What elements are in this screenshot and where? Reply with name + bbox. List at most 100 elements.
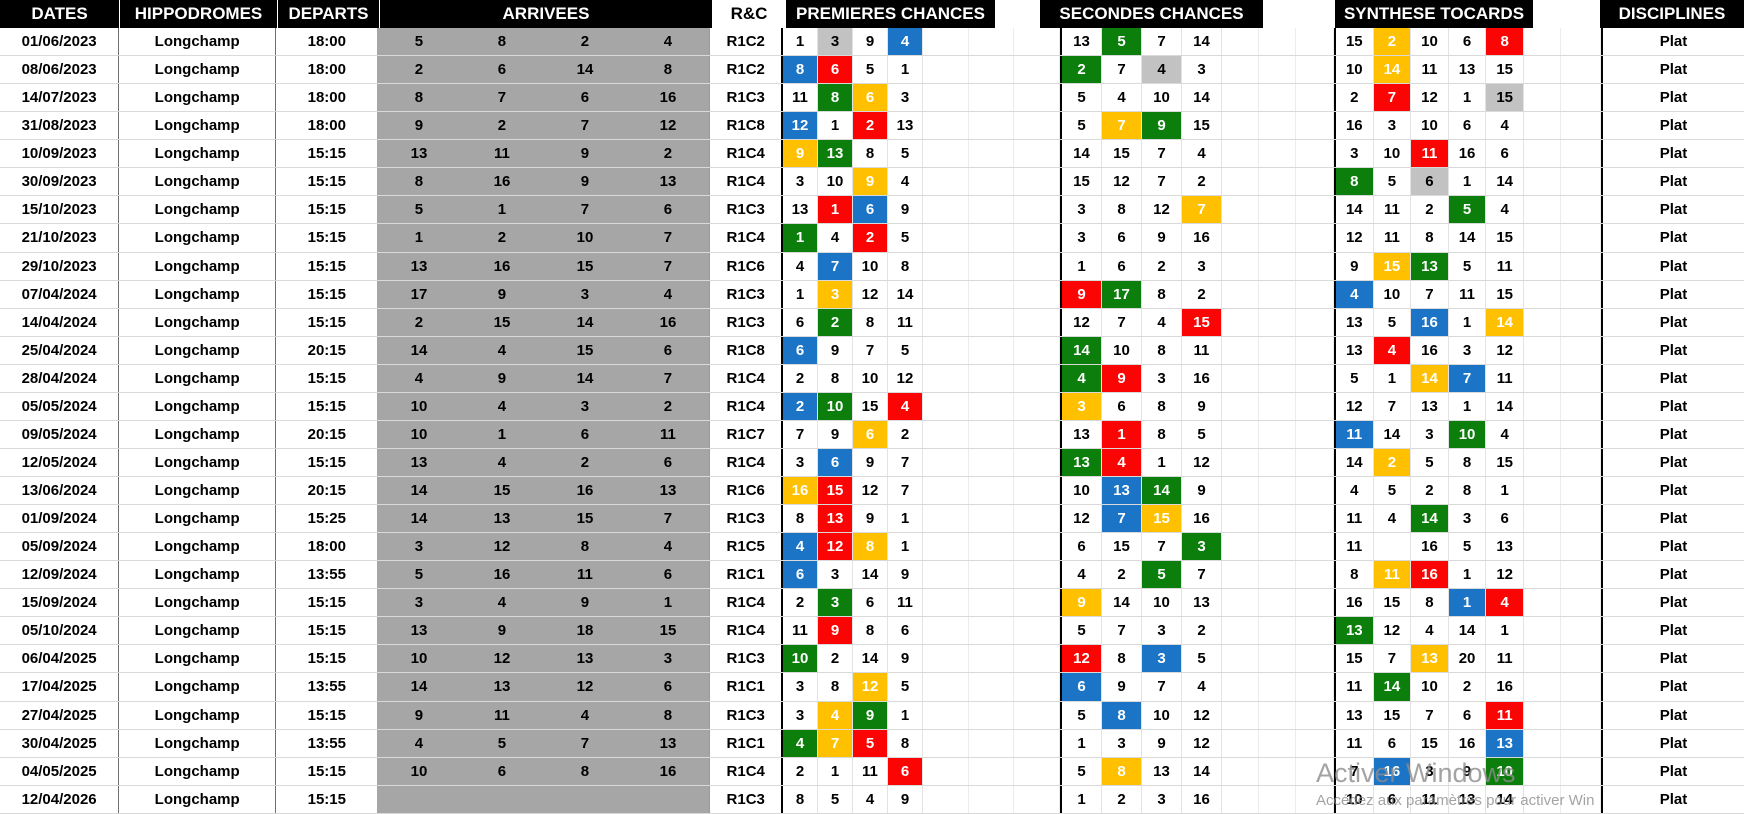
cell-synthese-tocard[interactable]: 13 (1449, 56, 1487, 84)
cell-seconde-chance[interactable]: 7 (1102, 617, 1142, 645)
cell-seconde-chance[interactable]: 9 (1142, 729, 1182, 757)
cell-seconde-chance[interactable]: 8 (1142, 420, 1182, 448)
cell-arrivee[interactable]: 9 (460, 364, 544, 392)
cell-synthese-tocard[interactable]: 4 (1486, 589, 1524, 617)
cell-date[interactable]: 12/04/2026 (0, 785, 120, 813)
cell-premiere-chance[interactable]: 8 (818, 364, 853, 392)
cell-arrivee[interactable]: 1 (460, 420, 544, 448)
cell-arrivee[interactable]: 14 (543, 308, 627, 336)
cell-seconde-chance[interactable]: 8 (1102, 645, 1142, 673)
cell-date[interactable]: 31/08/2023 (0, 112, 120, 140)
cell-synthese-tocard[interactable]: 15 (1373, 252, 1412, 280)
cell-premiere-chance[interactable]: 7 (817, 729, 853, 757)
cell-synthese-tocard[interactable]: 13 (1336, 308, 1374, 336)
cell-rc[interactable]: R1C4 (709, 617, 783, 645)
cell-depart[interactable]: 20:15 (307, 482, 346, 500)
cell-synthese-tocard[interactable]: 9 (1336, 252, 1374, 280)
cell-synthese-tocard[interactable]: 11 (1486, 364, 1524, 392)
cell-seconde-chance[interactable]: 2 (1182, 168, 1222, 196)
cell-seconde-chance[interactable]: 15 (1141, 505, 1182, 533)
cell-arrivee[interactable]: 13 (377, 140, 461, 168)
cell-arrivee[interactable]: 2 (460, 112, 544, 140)
cell-seconde-chance[interactable]: 12 (1102, 168, 1142, 196)
cell-synthese-tocard[interactable]: 14 (1336, 448, 1374, 476)
cell-arrivee[interactable]: 6 (543, 420, 627, 448)
cell-seconde-chance[interactable]: 10 (1142, 701, 1182, 729)
cell-rc[interactable]: R1C4 (709, 140, 783, 168)
cell-premiere-chance[interactable]: 3 (817, 280, 853, 308)
cell-arrivee[interactable]: 10 (543, 224, 627, 252)
cell-depart[interactable]: 20:15 (307, 425, 346, 443)
cell-premiere-chance[interactable]: 4 (853, 785, 888, 813)
cell-seconde-chance[interactable]: 6 (1102, 252, 1142, 280)
cell-hippodrome[interactable]: Longchamp (119, 589, 277, 617)
cell-premiere-chance[interactable]: 1 (783, 280, 818, 308)
cell-premiere-chance[interactable]: 8 (888, 252, 923, 280)
cell-synthese-tocard[interactable]: 14 (1373, 56, 1412, 84)
cell-premiere-chance[interactable]: 4 (887, 28, 923, 56)
cell-arrivee[interactable]: 4 (626, 533, 710, 561)
cell-discipline[interactable]: Plat (1600, 617, 1744, 645)
cell-synthese-tocard[interactable]: 16 (1449, 140, 1487, 168)
cell-premiere-chance[interactable]: 13 (817, 505, 853, 533)
cell-depart[interactable]: 15:15 (307, 145, 346, 163)
cell-seconde-chance[interactable]: 7 (1142, 533, 1182, 561)
cell-premiere-chance[interactable]: 12 (853, 280, 888, 308)
cell-arrivee[interactable]: 15 (460, 477, 544, 505)
cell-seconde-chance[interactable]: 15 (1102, 140, 1142, 168)
cell-depart[interactable]: 13:55 (307, 678, 346, 696)
cell-synthese-tocard[interactable]: 6 (1449, 112, 1487, 140)
cell-premiere-chance[interactable]: 6 (852, 84, 888, 112)
cell-premiere-chance[interactable]: 14 (853, 645, 888, 673)
cell-synthese-tocard[interactable]: 11 (1373, 561, 1412, 589)
cell-discipline[interactable]: Plat (1600, 168, 1744, 196)
cell-arrivee[interactable]: 6 (626, 673, 710, 701)
cell-synthese-tocard[interactable]: 13 (1411, 392, 1449, 420)
cell-rc[interactable]: R1C8 (709, 336, 783, 364)
cell-discipline[interactable]: Plat (1600, 28, 1744, 56)
cell-arrivee[interactable]: 2 (543, 448, 627, 476)
cell-synthese-tocard[interactable]: 11 (1336, 505, 1374, 533)
cell-seconde-chance[interactable]: 7 (1101, 112, 1142, 140)
cell-depart[interactable]: 18:00 (307, 33, 346, 51)
cell-synthese-tocard[interactable]: 1 (1449, 561, 1487, 589)
cell-premiere-chance[interactable]: 6 (887, 757, 923, 785)
cell-rc[interactable]: R1C4 (709, 224, 783, 252)
cell-arrivee[interactable]: 5 (377, 196, 461, 224)
cell-seconde-chance[interactable]: 8 (1142, 392, 1182, 420)
cell-premiere-chance[interactable]: 7 (853, 336, 888, 364)
cell-hippodrome[interactable]: Longchamp (119, 252, 277, 280)
cell-seconde-chance[interactable]: 7 (1142, 140, 1182, 168)
cell-seconde-chance[interactable]: 8 (1102, 196, 1142, 224)
cell-premiere-chance[interactable]: 6 (817, 448, 853, 476)
cell-date[interactable]: 13/06/2024 (0, 477, 120, 505)
cell-synthese-tocard[interactable]: 16 (1336, 112, 1374, 140)
cell-seconde-chance[interactable]: 14 (1182, 757, 1222, 785)
cell-synthese-tocard[interactable]: 16 (1486, 673, 1524, 701)
cell-seconde-chance[interactable]: 2 (1102, 785, 1142, 813)
cell-synthese-tocard[interactable]: 13 (1449, 785, 1487, 813)
cell-date[interactable]: 15/10/2023 (0, 196, 120, 224)
cell-synthese-tocard[interactable]: 9 (1449, 757, 1487, 785)
cell-arrivee[interactable]: 3 (377, 589, 461, 617)
cell-synthese-tocard[interactable]: 5 (1449, 533, 1487, 561)
cell-depart[interactable]: 15:15 (307, 650, 346, 668)
cell-premiere-chance[interactable]: 8 (782, 56, 818, 84)
cell-synthese-tocard[interactable]: 12 (1336, 224, 1374, 252)
cell-synthese-tocard[interactable]: 11 (1449, 280, 1487, 308)
cell-date[interactable]: 14/04/2024 (0, 308, 120, 336)
cell-premiere-chance[interactable]: 1 (782, 224, 818, 252)
cell-synthese-tocard[interactable]: 5 (1374, 477, 1412, 505)
cell-seconde-chance[interactable]: 10 (1062, 477, 1102, 505)
cell-synthese-tocard[interactable]: 13 (1336, 336, 1374, 364)
cell-arrivee[interactable]: 4 (543, 701, 627, 729)
cell-premiere-chance[interactable]: 4 (783, 252, 818, 280)
cell-discipline[interactable]: Plat (1600, 364, 1744, 392)
cell-synthese-tocard[interactable]: 14 (1373, 673, 1412, 701)
cell-arrivee[interactable]: 7 (626, 252, 710, 280)
cell-synthese-tocard[interactable]: 11 (1336, 533, 1374, 561)
cell-synthese-tocard[interactable]: 11 (1486, 252, 1524, 280)
cell-arrivee[interactable]: 13 (543, 645, 627, 673)
cell-seconde-chance[interactable]: 15 (1062, 168, 1102, 196)
cell-depart[interactable]: 20:15 (307, 341, 346, 359)
